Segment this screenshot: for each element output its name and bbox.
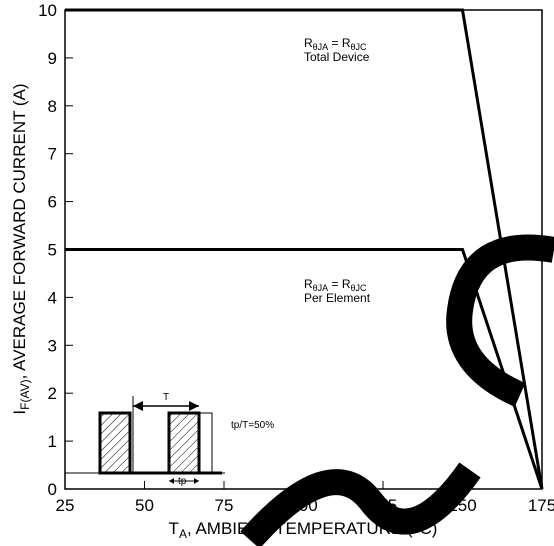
y-tick-label: 2 [48, 384, 57, 403]
x-tick-label: 75 [215, 496, 234, 515]
inset-period-arrow-left [133, 401, 143, 411]
y-tick-label: 9 [48, 49, 57, 68]
x-tick-label: 100 [289, 496, 317, 515]
inset-period-label: T [163, 392, 169, 403]
y-tick-label: 3 [48, 336, 57, 355]
x-tick-label: 175 [528, 496, 554, 515]
y-tick-label: 0 [48, 480, 57, 499]
inset-pw-arrow-right [194, 478, 199, 484]
annotation-total-device-formula: RθJA = RθJC [304, 36, 367, 52]
duty-cycle-inset: T tp tp/T=50% [65, 392, 274, 487]
watermark [240, 234, 554, 546]
series-line-3 [461, 9, 543, 490]
inset-pulse-2 [167, 411, 201, 475]
series-layer [65, 8, 544, 490]
annotation-per-element-formula: RθJA = RθJC [304, 277, 367, 293]
y-axis-label: IF(AV), AVERAGE FORWARD CURRENT (A) [10, 83, 32, 414]
inset-pulse-1 [98, 411, 132, 475]
y-tick-label: 5 [48, 241, 57, 260]
inset-period-arrow-right [189, 401, 199, 411]
x-tick-label: 125 [369, 496, 397, 515]
x-axis-ticks: 25 50 75 100 125 150 175 [56, 481, 554, 515]
y-tick-label: 1 [48, 432, 57, 451]
x-tick-label: 150 [448, 496, 476, 515]
x-axis-label: TA, AMBIENT TEMPERATURE (°C) [169, 519, 438, 541]
x-tick-label: 25 [56, 496, 75, 515]
inset-duty-label: tp/T=50% [231, 420, 274, 431]
y-tick-label: 7 [48, 145, 57, 164]
y-tick-label: 6 [48, 193, 57, 212]
inset-pulse-width-label: tp [178, 476, 187, 487]
y-tick-label: 8 [48, 97, 57, 116]
y-axis-ticks: 0 1 2 3 4 5 6 7 8 9 10 [38, 1, 73, 499]
y-tick-label: 10 [38, 1, 57, 20]
annotation-total-device: RθJA = RθJC Total Device [304, 36, 370, 64]
y-tick-label: 4 [48, 288, 57, 307]
annotation-per-element-label: Per Element [304, 291, 371, 305]
annotation-total-device-label: Total Device [304, 50, 370, 64]
x-tick-label: 50 [135, 496, 154, 515]
inset-pw-arrow-left [169, 478, 174, 484]
annotation-per-element: RθJA = RθJC Per Element [304, 277, 371, 305]
series-line-4 [461, 249, 543, 490]
inset-pulse-outline [198, 412, 213, 474]
